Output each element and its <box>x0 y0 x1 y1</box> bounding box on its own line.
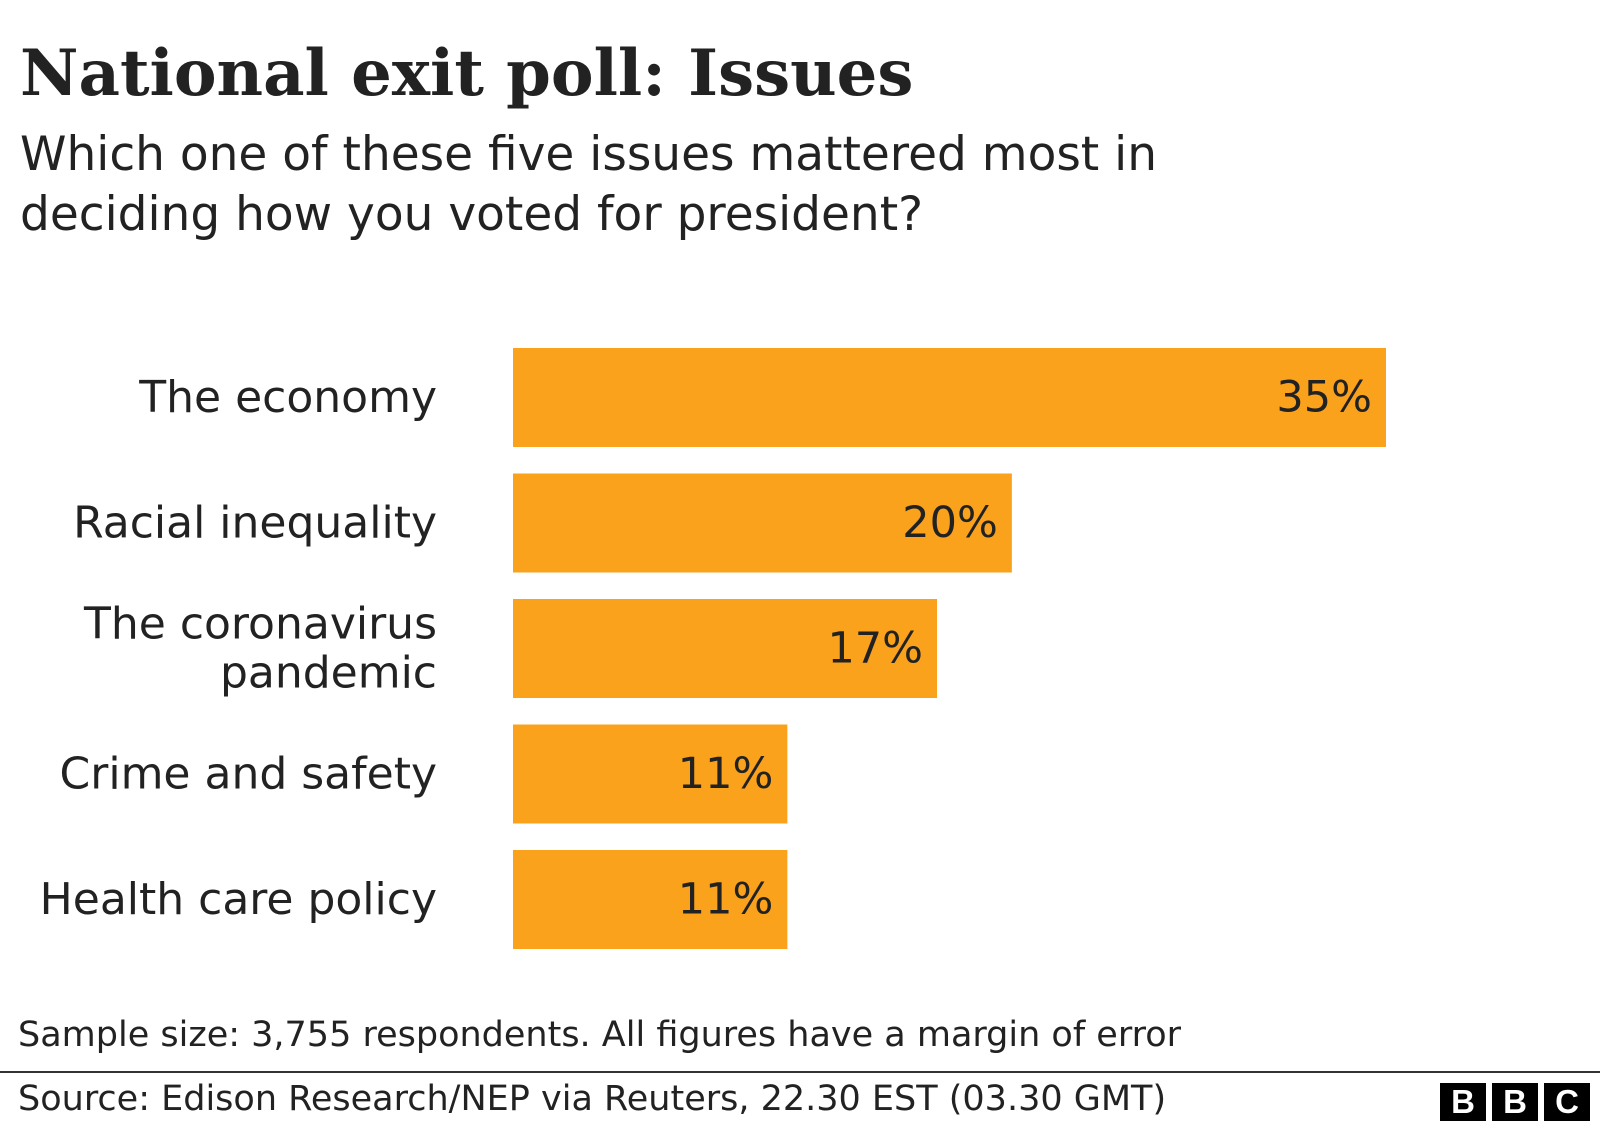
category-label-2-line-1: pandemic <box>220 648 437 699</box>
category-label-0: The economy <box>138 372 437 423</box>
chart-title: National exit poll: Issues <box>20 36 914 111</box>
chart-subtitle: Which one of these five issues mattered … <box>20 127 1158 242</box>
bar-4 <box>513 850 788 949</box>
category-label-1: Racial inequality <box>73 498 437 549</box>
bbc-logo: B B C <box>1440 1083 1590 1121</box>
bbc-logo-letter-3: C <box>1544 1083 1590 1121</box>
sample-size-note: Sample size: 3,755 respondents. All figu… <box>18 1015 1182 1055</box>
value-label-0: 35% <box>1276 373 1372 423</box>
bar-chart: The economy 35% Racial inequality 20% The co… <box>40 348 1386 949</box>
value-label-2: 17% <box>827 624 923 674</box>
bbc-logo-letter-2: B <box>1492 1083 1538 1121</box>
category-label-4: Health care policy <box>40 874 437 925</box>
bar-1 <box>513 473 1012 573</box>
value-label-3: 11% <box>678 749 774 799</box>
category-label-2-line-0: The coronavirus <box>83 599 437 650</box>
source-note: Source: Edison Research/NEP via Reuters,… <box>18 1079 1167 1119</box>
value-label-1: 20% <box>902 498 998 548</box>
footer-divider <box>0 1071 1600 1073</box>
value-label-4: 11% <box>678 875 774 925</box>
bar-2 <box>513 599 938 698</box>
category-label-3: Crime and safety <box>60 749 437 800</box>
bar-3 <box>513 724 788 824</box>
bbc-logo-letter-1: B <box>1440 1083 1486 1121</box>
bar-0 <box>513 348 1386 447</box>
